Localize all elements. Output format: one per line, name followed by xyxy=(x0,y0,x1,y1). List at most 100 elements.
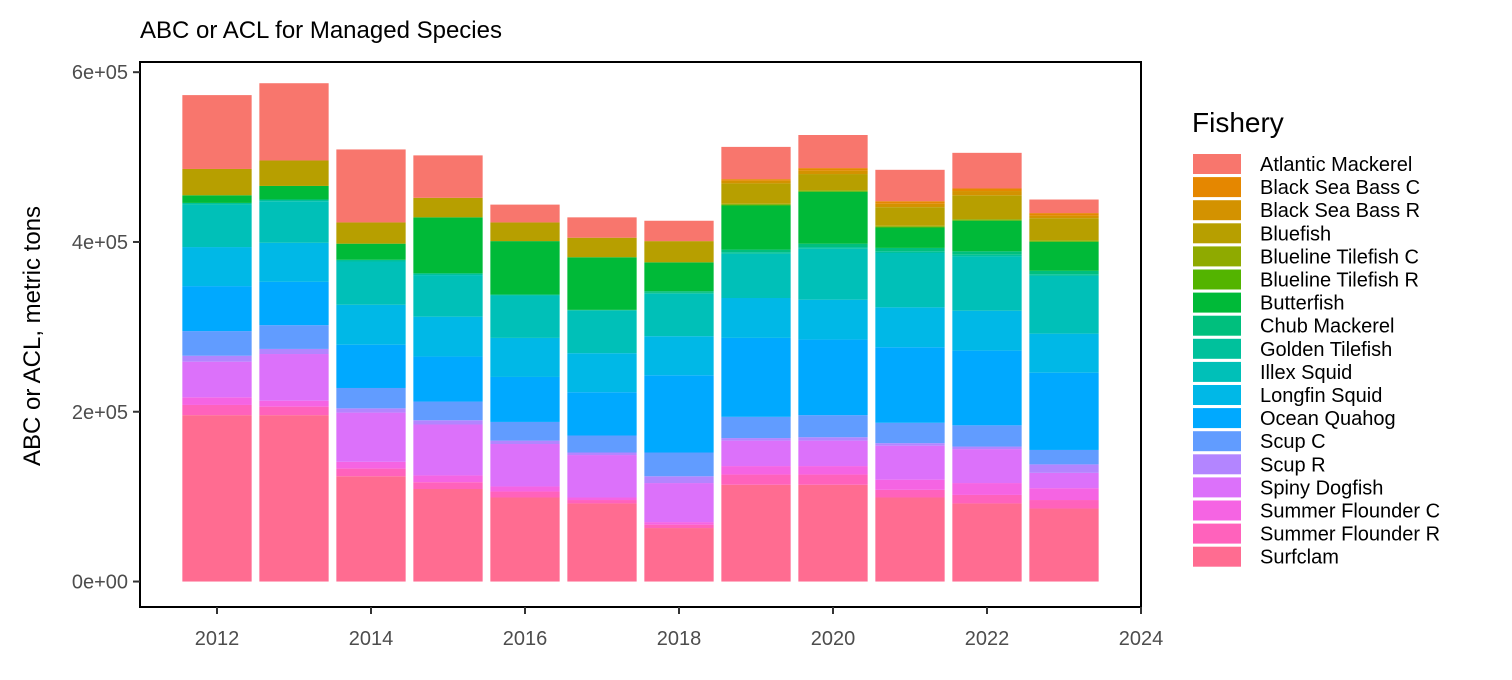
bar-segment-2013-14 xyxy=(259,160,329,186)
bar-segment-2012-8 xyxy=(182,204,252,248)
bar-segment-2014-8 xyxy=(336,261,406,305)
bar-segment-2022-7 xyxy=(952,310,1022,351)
bar-segment-2014-9 xyxy=(336,259,406,262)
bar-segment-2021-9 xyxy=(875,251,945,254)
bar-segment-2016-2 xyxy=(490,486,560,492)
legend-swatch-6 xyxy=(1193,292,1241,313)
bar-segment-2023-6 xyxy=(1029,372,1099,450)
bar-segment-2023-17 xyxy=(1029,199,1099,214)
bar-segment-2012-0 xyxy=(182,415,252,582)
bar-segment-2022-15 xyxy=(952,191,1022,196)
bar-segment-2021-17 xyxy=(875,169,945,202)
bar-segment-2012-11 xyxy=(182,195,252,203)
bar-segment-2015-11 xyxy=(413,217,483,274)
bar-segment-2020-6 xyxy=(798,339,868,416)
legend-label-6: Butterfish xyxy=(1260,293,1344,315)
bar-segment-2012-2 xyxy=(182,397,252,405)
bar-segment-2020-0 xyxy=(798,484,868,582)
bar-segment-2017-11 xyxy=(567,257,637,310)
bar-segment-2021-0 xyxy=(875,497,945,582)
bar-segment-2012-9 xyxy=(182,202,252,205)
bar-segment-2023-0 xyxy=(1029,508,1099,582)
bar-segment-2019-6 xyxy=(721,337,791,417)
bar-segment-2016-6 xyxy=(490,376,560,422)
legend-swatch-15 xyxy=(1193,500,1241,521)
bar-segment-2018-5 xyxy=(644,452,714,477)
bar-segment-2017-1 xyxy=(567,500,637,504)
bar-segment-2019-15 xyxy=(721,180,791,184)
legend-swatch-11 xyxy=(1193,408,1241,429)
legend-swatch-12 xyxy=(1193,431,1241,452)
legend-swatch-17 xyxy=(1193,546,1241,567)
bar-segment-2020-5 xyxy=(798,415,868,438)
x-tick-label-1: 2014 xyxy=(349,628,394,650)
bar-segment-2017-4 xyxy=(567,452,637,456)
legend-label-15: Summer Flounder C xyxy=(1260,501,1440,523)
bar-segment-2021-13 xyxy=(875,225,945,227)
bar-segment-2019-8 xyxy=(721,253,791,298)
bar-segment-2013-8 xyxy=(259,201,329,243)
bar-segment-2018-8 xyxy=(644,293,714,337)
bar-segment-2019-9 xyxy=(721,252,791,254)
bar-segment-2019-5 xyxy=(721,416,791,439)
bar-segment-2020-17 xyxy=(798,135,868,169)
bar-segment-2019-4 xyxy=(721,438,791,441)
bar-segment-2021-8 xyxy=(875,253,945,308)
bar-segment-2019-16 xyxy=(721,179,791,181)
bar-segment-2023-2 xyxy=(1029,488,1099,501)
legend-label-0: Atlantic Mackerel xyxy=(1260,154,1412,176)
legend-label-2: Black Sea Bass R xyxy=(1260,200,1420,222)
bar-segment-2016-14 xyxy=(490,222,560,242)
chart-title: ABC or ACL for Managed Species xyxy=(140,17,502,44)
legend-swatch-5 xyxy=(1193,269,1241,290)
bar-segment-2015-9 xyxy=(413,273,483,276)
bar-segment-2018-2 xyxy=(644,522,714,525)
bar-segment-2017-7 xyxy=(567,353,637,393)
bar-segment-2022-17 xyxy=(952,152,1022,189)
legend-label-9: Illex Squid xyxy=(1260,362,1352,384)
bar-segment-2012-7 xyxy=(182,247,252,287)
bar-segment-2021-5 xyxy=(875,422,945,444)
bar-segment-2018-7 xyxy=(644,336,714,376)
bar-segment-2013-0 xyxy=(259,415,329,582)
bar-segment-2023-10 xyxy=(1029,270,1099,275)
bar-segment-2020-4 xyxy=(798,437,868,441)
bar-segment-2022-14 xyxy=(952,195,1022,220)
bar-segment-2018-11 xyxy=(644,262,714,292)
legend-swatch-10 xyxy=(1193,385,1241,405)
bar-segment-2013-5 xyxy=(259,325,329,349)
bar-segment-2017-17 xyxy=(567,217,637,238)
bar-segment-2020-9 xyxy=(798,247,868,249)
bar-segment-2017-5 xyxy=(567,435,637,453)
bar-segment-2019-17 xyxy=(721,146,791,180)
bar-segment-2014-17 xyxy=(336,149,406,223)
bar-segment-2022-5 xyxy=(952,425,1022,447)
bar-segment-2021-4 xyxy=(875,443,945,446)
legend-title: Fishery xyxy=(1192,107,1284,138)
bar-segment-2015-3 xyxy=(413,424,483,476)
legend-swatch-16 xyxy=(1193,523,1241,544)
bar-segment-2014-4 xyxy=(336,408,406,413)
bar-segment-2016-1 xyxy=(490,491,560,498)
bar-segment-2021-15 xyxy=(875,203,945,208)
bar-segment-2021-14 xyxy=(875,207,945,226)
bar-segment-2014-3 xyxy=(336,412,406,462)
bar-segment-2013-17 xyxy=(259,83,329,161)
legend-swatch-0 xyxy=(1193,154,1241,174)
bar-segment-2018-4 xyxy=(644,476,714,484)
y-tick-label-1: 2e+05 xyxy=(72,402,128,424)
bar-segment-2013-11 xyxy=(259,185,329,200)
legend-label-12: Scup C xyxy=(1260,431,1326,453)
bar-segment-2022-13 xyxy=(952,219,1022,220)
plot-panel-border xyxy=(139,61,1142,608)
bar-segment-2016-8 xyxy=(490,295,560,338)
bar-segment-2019-10 xyxy=(721,249,791,253)
bar-segment-2022-12 xyxy=(952,219,1022,221)
bar-segment-2019-11 xyxy=(721,205,791,250)
legend-swatch-4 xyxy=(1193,246,1241,267)
bar-segment-2020-7 xyxy=(798,299,868,340)
x-tick-label-2: 2016 xyxy=(503,628,548,650)
x-tick-label-4: 2020 xyxy=(811,628,856,650)
bar-segment-2012-1 xyxy=(182,404,252,416)
